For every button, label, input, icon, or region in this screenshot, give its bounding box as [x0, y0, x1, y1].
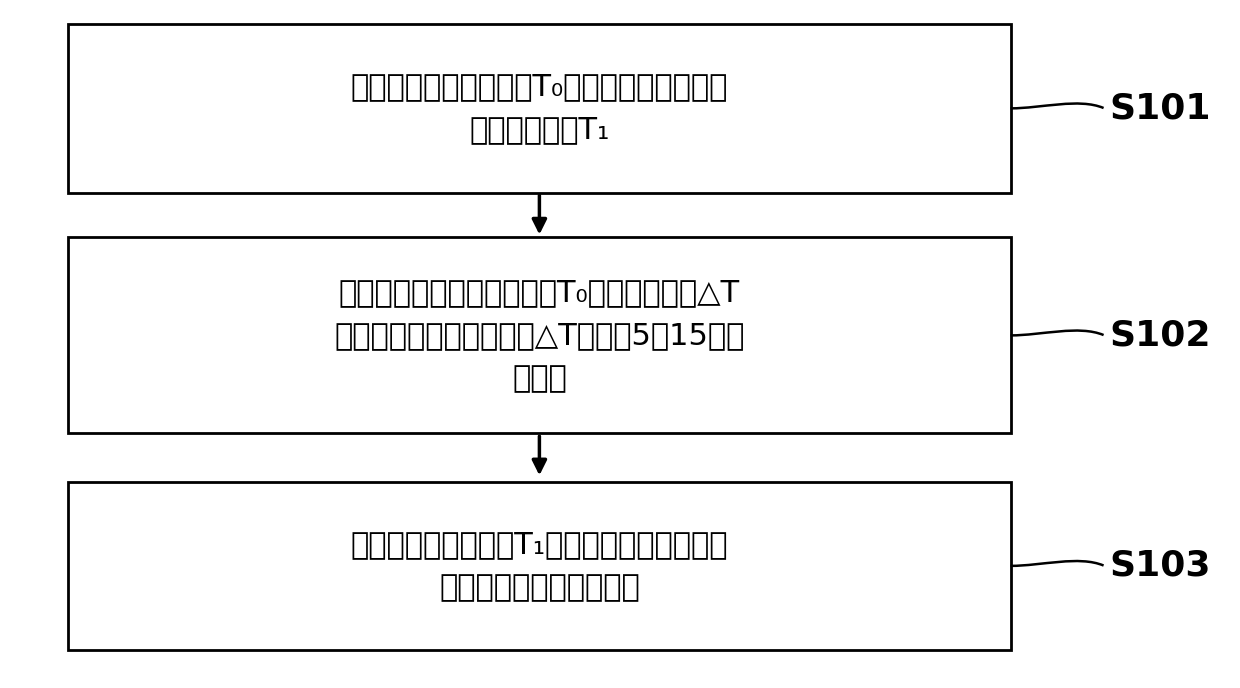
- Text: S101: S101: [1110, 91, 1211, 125]
- Text: S103: S103: [1110, 548, 1211, 583]
- Bar: [68, 482, 1011, 650]
- Text: 获取当前空气露点温度T₀和制冷系统运转时的
当前蒸发温度T₁: 获取当前空气露点温度T₀和制冷系统运转时的 当前蒸发温度T₁: [351, 72, 728, 144]
- Bar: [68, 24, 1011, 193]
- Text: 将所述当前蒸发温度T₁与所述差值比较，并根
据比较结果控制风机风量: 将所述当前蒸发温度T₁与所述差值比较，并根 据比较结果控制风机风量: [351, 530, 728, 602]
- Text: 计算所述当前空气露点温度T₀与预设温度差△T
的差值，所述预设温度差△T取值为5至15之间
的常数: 计算所述当前空气露点温度T₀与预设温度差△T 的差值，所述预设温度差△T取值为5…: [335, 278, 744, 393]
- Text: S102: S102: [1110, 318, 1211, 352]
- Bar: [68, 237, 1011, 433]
